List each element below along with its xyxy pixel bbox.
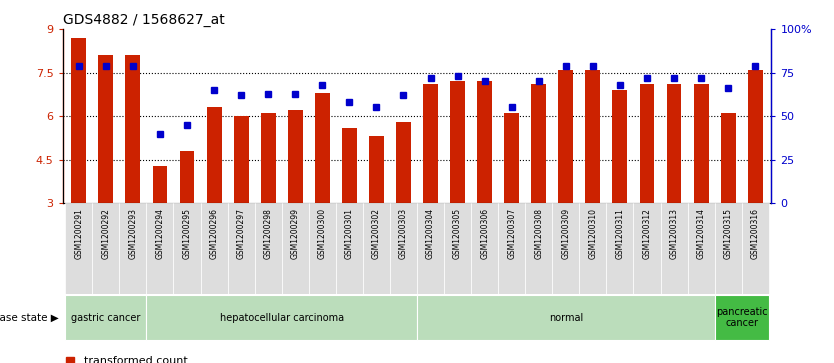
Bar: [477, 81, 492, 203]
Bar: [125, 55, 140, 203]
Text: GSM1200302: GSM1200302: [372, 208, 381, 259]
Text: GSM1200312: GSM1200312: [642, 208, 651, 259]
Bar: [444, 203, 471, 294]
Text: GSM1200297: GSM1200297: [237, 208, 246, 259]
Bar: [640, 84, 655, 203]
Text: GSM1200292: GSM1200292: [102, 208, 110, 259]
Bar: [741, 203, 769, 294]
Text: GSM1200315: GSM1200315: [724, 208, 732, 259]
Text: gastric cancer: gastric cancer: [71, 313, 141, 323]
Bar: [417, 203, 444, 294]
Text: GSM1200294: GSM1200294: [155, 208, 164, 259]
Text: normal: normal: [549, 313, 583, 323]
Bar: [505, 113, 519, 203]
Bar: [694, 84, 709, 203]
Bar: [179, 151, 194, 203]
Bar: [336, 203, 363, 294]
Text: GSM1200295: GSM1200295: [183, 208, 192, 259]
Text: GSM1200291: GSM1200291: [74, 208, 83, 259]
Bar: [288, 110, 303, 203]
Text: GSM1200310: GSM1200310: [588, 208, 597, 259]
Text: GSM1200316: GSM1200316: [751, 208, 760, 259]
Bar: [666, 84, 681, 203]
Bar: [585, 70, 600, 203]
Bar: [471, 203, 498, 294]
Bar: [234, 116, 249, 203]
Bar: [147, 295, 417, 340]
Bar: [390, 203, 417, 294]
Bar: [98, 55, 113, 203]
Bar: [254, 203, 282, 294]
Text: GSM1200293: GSM1200293: [128, 208, 138, 259]
Text: GSM1200303: GSM1200303: [399, 208, 408, 259]
Bar: [93, 203, 119, 294]
Bar: [580, 203, 606, 294]
Bar: [173, 203, 200, 294]
Bar: [396, 122, 411, 203]
Bar: [119, 203, 147, 294]
Bar: [559, 70, 573, 203]
Bar: [153, 166, 168, 203]
Bar: [423, 84, 438, 203]
Bar: [72, 38, 86, 203]
Text: GSM1200301: GSM1200301: [344, 208, 354, 259]
Bar: [363, 203, 390, 294]
Text: GSM1200309: GSM1200309: [561, 208, 570, 259]
Bar: [261, 113, 275, 203]
Bar: [552, 203, 580, 294]
Text: GSM1200308: GSM1200308: [535, 208, 543, 259]
Text: GSM1200296: GSM1200296: [209, 208, 219, 259]
Bar: [207, 107, 222, 203]
Bar: [612, 90, 627, 203]
Bar: [315, 93, 329, 203]
Text: disease state ▶: disease state ▶: [0, 313, 58, 323]
Text: GSM1200306: GSM1200306: [480, 208, 490, 259]
Bar: [661, 203, 687, 294]
Bar: [606, 203, 634, 294]
Text: GSM1200298: GSM1200298: [264, 208, 273, 259]
Bar: [687, 203, 715, 294]
Text: GSM1200313: GSM1200313: [670, 208, 679, 259]
Bar: [450, 81, 465, 203]
Text: hepatocellular carcinoma: hepatocellular carcinoma: [219, 313, 344, 323]
Text: pancreatic
cancer: pancreatic cancer: [716, 307, 767, 329]
Bar: [715, 295, 769, 340]
Text: GSM1200304: GSM1200304: [426, 208, 435, 259]
Bar: [721, 113, 736, 203]
Bar: [715, 203, 741, 294]
Bar: [417, 295, 715, 340]
Bar: [525, 203, 552, 294]
Text: GSM1200307: GSM1200307: [507, 208, 516, 259]
Text: GSM1200305: GSM1200305: [453, 208, 462, 259]
Bar: [228, 203, 254, 294]
Bar: [65, 203, 93, 294]
Bar: [634, 203, 661, 294]
Bar: [342, 128, 357, 203]
Bar: [65, 295, 147, 340]
Text: GSM1200299: GSM1200299: [291, 208, 299, 259]
Bar: [748, 70, 762, 203]
Text: GDS4882 / 1568627_at: GDS4882 / 1568627_at: [63, 13, 224, 26]
Bar: [147, 203, 173, 294]
Bar: [309, 203, 336, 294]
Text: GSM1200314: GSM1200314: [696, 208, 706, 259]
Text: transformed count: transformed count: [83, 356, 188, 363]
Bar: [282, 203, 309, 294]
Bar: [369, 136, 384, 203]
Text: GSM1200311: GSM1200311: [615, 208, 625, 259]
Bar: [498, 203, 525, 294]
Text: GSM1200300: GSM1200300: [318, 208, 327, 259]
Bar: [200, 203, 228, 294]
Bar: [531, 84, 546, 203]
